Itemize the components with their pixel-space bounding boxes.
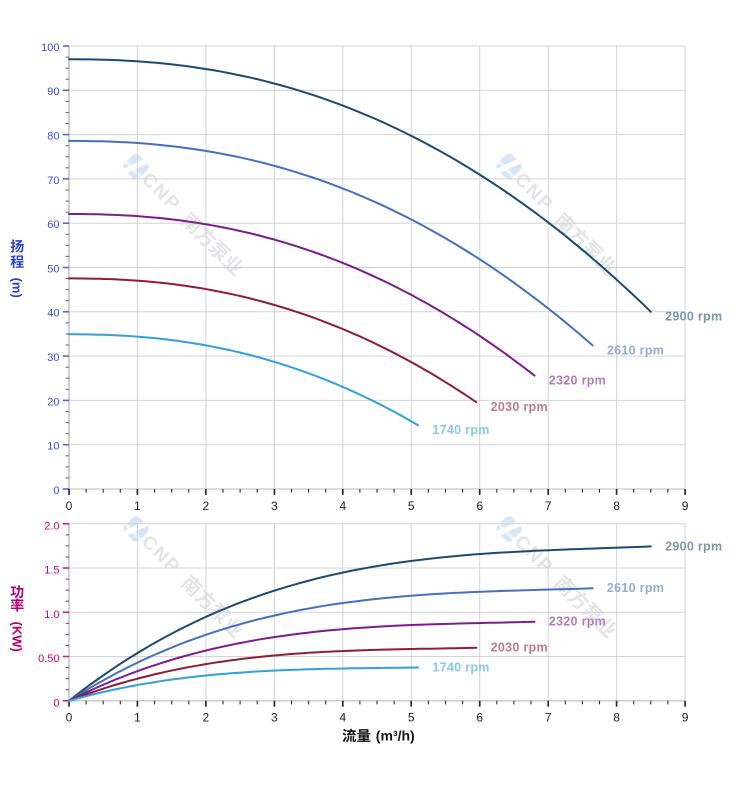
svg-text:8: 8 — [613, 710, 620, 724]
svg-text:2900 rpm: 2900 rpm — [665, 539, 722, 553]
svg-text:2320 rpm: 2320 rpm — [549, 374, 606, 388]
svg-text:2610 rpm: 2610 rpm — [607, 343, 664, 357]
svg-text:1: 1 — [134, 499, 141, 513]
svg-text:1740 rpm: 1740 rpm — [432, 660, 489, 674]
svg-text:2: 2 — [203, 710, 210, 724]
svg-text:20: 20 — [47, 396, 59, 408]
svg-text:1: 1 — [134, 710, 141, 724]
svg-text:0: 0 — [66, 710, 73, 724]
svg-text:1.5: 1.5 — [44, 565, 59, 577]
svg-text:2: 2 — [203, 499, 210, 513]
svg-text:60: 60 — [47, 219, 59, 231]
svg-text:2030 rpm: 2030 rpm — [491, 400, 548, 414]
svg-text:1.0: 1.0 — [44, 609, 59, 621]
svg-text:5: 5 — [408, 710, 415, 724]
svg-text:7: 7 — [545, 499, 552, 513]
svg-text:0: 0 — [53, 485, 59, 497]
svg-text:0: 0 — [66, 499, 73, 513]
svg-text:90: 90 — [47, 86, 59, 98]
svg-text:0.50: 0.50 — [38, 653, 59, 665]
svg-text:4: 4 — [339, 499, 346, 513]
svg-text:30: 30 — [47, 352, 59, 364]
svg-text:40: 40 — [47, 308, 59, 320]
svg-text:80: 80 — [47, 131, 59, 143]
svg-text:8: 8 — [613, 499, 620, 513]
svg-text:(m³/h): (m³/h) — [376, 727, 415, 743]
svg-text:10: 10 — [47, 441, 59, 453]
svg-text:5: 5 — [408, 499, 415, 513]
svg-text:0: 0 — [53, 697, 59, 709]
svg-text:2030 rpm: 2030 rpm — [491, 641, 548, 655]
svg-text:(m): (m) — [10, 278, 25, 298]
svg-text:7: 7 — [545, 710, 552, 724]
svg-text:70: 70 — [47, 175, 59, 187]
svg-text:2320 rpm: 2320 rpm — [549, 615, 606, 629]
svg-text:50: 50 — [47, 263, 59, 275]
svg-text:9: 9 — [682, 499, 689, 513]
svg-text:100: 100 — [41, 42, 59, 54]
svg-text:(KW): (KW) — [9, 622, 24, 652]
svg-text:6: 6 — [476, 499, 483, 513]
svg-text:2900 rpm: 2900 rpm — [665, 310, 722, 324]
svg-text:3: 3 — [271, 499, 278, 513]
svg-text:3: 3 — [271, 710, 278, 724]
svg-text:4: 4 — [339, 710, 346, 724]
svg-text:2.0: 2.0 — [44, 520, 59, 532]
svg-text:6: 6 — [476, 710, 483, 724]
svg-text:2610 rpm: 2610 rpm — [607, 581, 664, 595]
svg-text:9: 9 — [682, 710, 689, 724]
svg-text:1740 rpm: 1740 rpm — [432, 423, 489, 437]
